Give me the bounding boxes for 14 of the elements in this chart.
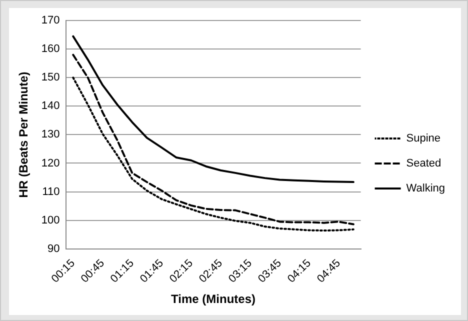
legend-label: Seated — [406, 158, 442, 170]
y-tick-label: 90 — [48, 242, 60, 255]
y-tick-label: 130 — [41, 128, 60, 141]
y-tick-label: 170 — [41, 14, 60, 27]
y-tick-label: 120 — [41, 157, 60, 170]
legend-label: Supine — [406, 132, 441, 145]
legend-label: Walking — [406, 182, 446, 195]
x-axis-title: Time (Minutes) — [171, 292, 256, 306]
y-axis-title: HR (Beats Per Minute) — [16, 72, 31, 198]
y-tick-label: 150 — [41, 72, 60, 84]
y-tick-label: 100 — [41, 214, 60, 226]
y-tick-label: 110 — [42, 186, 60, 198]
y-tick-label: 140 — [41, 100, 60, 112]
y-tick-label: 160 — [41, 43, 60, 56]
